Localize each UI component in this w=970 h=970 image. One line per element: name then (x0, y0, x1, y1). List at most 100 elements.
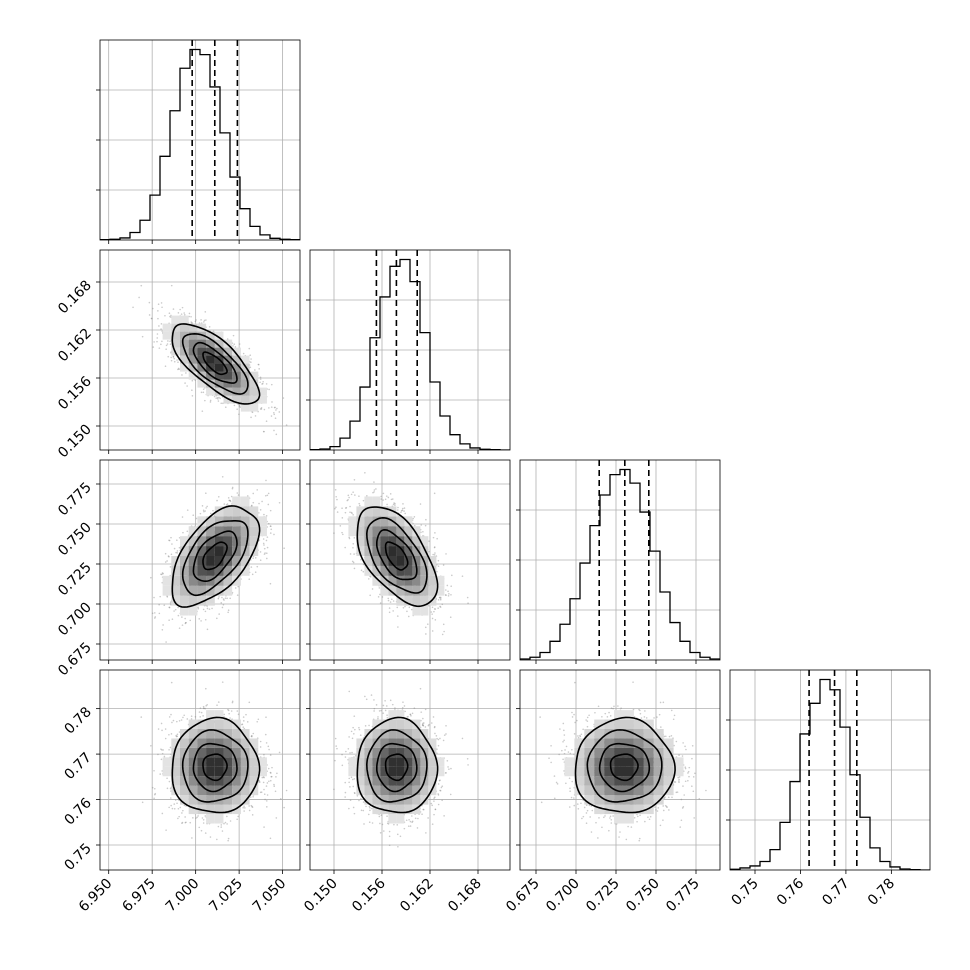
density-cell (232, 355, 241, 364)
scatter-point (203, 510, 205, 513)
scatter-point (222, 402, 224, 405)
scatter-point (282, 397, 285, 399)
scatter-point (252, 501, 255, 504)
scatter-point (216, 396, 219, 399)
scatter-point (148, 301, 151, 304)
scatter-point (201, 410, 204, 412)
scatter-point (273, 533, 275, 536)
density-cell (249, 371, 259, 380)
scatter-point (238, 343, 241, 345)
scatter-point (218, 613, 220, 615)
density-cell (214, 363, 224, 372)
scatter-point (148, 314, 151, 316)
scatter-point (220, 602, 223, 604)
scatter-point (217, 597, 220, 600)
contour-line (202, 351, 228, 376)
density-cell (240, 363, 250, 372)
scatter-point (261, 383, 263, 385)
density-cell (206, 379, 215, 388)
scatter-point (153, 596, 155, 599)
scatter-point (183, 313, 186, 316)
scatter-point (258, 539, 261, 541)
scatter-point (160, 573, 162, 576)
scatter-point (362, 563, 365, 566)
scatter-point (157, 303, 160, 305)
scatter-point (156, 337, 159, 339)
scatter-point (238, 413, 240, 416)
scatter-point (242, 352, 245, 355)
panel-frame (99, 249, 301, 451)
scatter-point (238, 404, 241, 406)
scatter-point (197, 606, 200, 609)
density-cell (232, 387, 241, 396)
scatter-point (265, 552, 268, 555)
scatter-point (278, 501, 281, 504)
density-layer (150, 475, 285, 643)
scatter-point (278, 411, 281, 413)
scatter-point (185, 372, 187, 374)
scatter-point (181, 616, 183, 618)
contour-line (171, 323, 261, 405)
scatter-point (160, 573, 163, 576)
scatter-point (161, 306, 163, 309)
scatter-point (251, 504, 253, 507)
scatter-point (153, 612, 156, 614)
scatter-point (263, 553, 266, 555)
density-cell (240, 379, 250, 388)
density-cell (240, 395, 250, 404)
scatter-point (190, 315, 192, 318)
scatter-point (267, 503, 270, 506)
scatter-point (163, 604, 166, 607)
scatter-point (263, 430, 265, 433)
scatter-point (169, 340, 171, 343)
density-layer (132, 284, 288, 436)
scatter-point (258, 502, 260, 505)
scatter-point (221, 606, 224, 609)
scatter-point (177, 606, 179, 609)
scatter-point (191, 395, 194, 397)
scatter-point (252, 492, 255, 495)
density-cell (223, 347, 233, 356)
scatter-point (192, 514, 195, 517)
density-cell (188, 355, 198, 364)
scatter-point (273, 412, 275, 414)
density-cell (232, 395, 241, 404)
scatter-point (216, 617, 218, 620)
density-cell (206, 355, 215, 364)
scatter-point (266, 494, 269, 497)
density-cell (223, 355, 233, 364)
density-cell (214, 379, 224, 388)
density-cell (249, 379, 259, 388)
histogram-panel-1 (306, 249, 511, 454)
scatter-point (209, 401, 212, 403)
scatter-point (422, 530, 424, 533)
scatter-point (445, 553, 447, 555)
scatter-point (168, 606, 171, 609)
scatter-point (251, 411, 254, 414)
scatter-point (161, 340, 163, 343)
scatter-point (160, 328, 162, 330)
scatter-point (249, 366, 252, 369)
scatter-point (259, 559, 262, 562)
density-cell (180, 347, 189, 356)
scatter-point (172, 356, 175, 358)
density-cell (197, 379, 207, 388)
density-cell (240, 496, 250, 507)
scatter-point (170, 352, 172, 354)
scatter-point (221, 596, 223, 599)
scatter-point (202, 388, 205, 391)
scatter-point (181, 516, 184, 518)
histogram-step (310, 258, 510, 450)
scatter-point (259, 509, 262, 511)
y-tick-label: 0.162 (55, 326, 95, 366)
density-cell (249, 387, 259, 396)
density-cell (180, 323, 189, 332)
scatter-point (205, 319, 207, 321)
scatter-point (200, 391, 203, 394)
scatter-point (158, 603, 160, 606)
density-cell (197, 347, 207, 356)
density-cell (223, 387, 233, 396)
scatter-point (239, 406, 242, 408)
density-cell (258, 395, 267, 404)
